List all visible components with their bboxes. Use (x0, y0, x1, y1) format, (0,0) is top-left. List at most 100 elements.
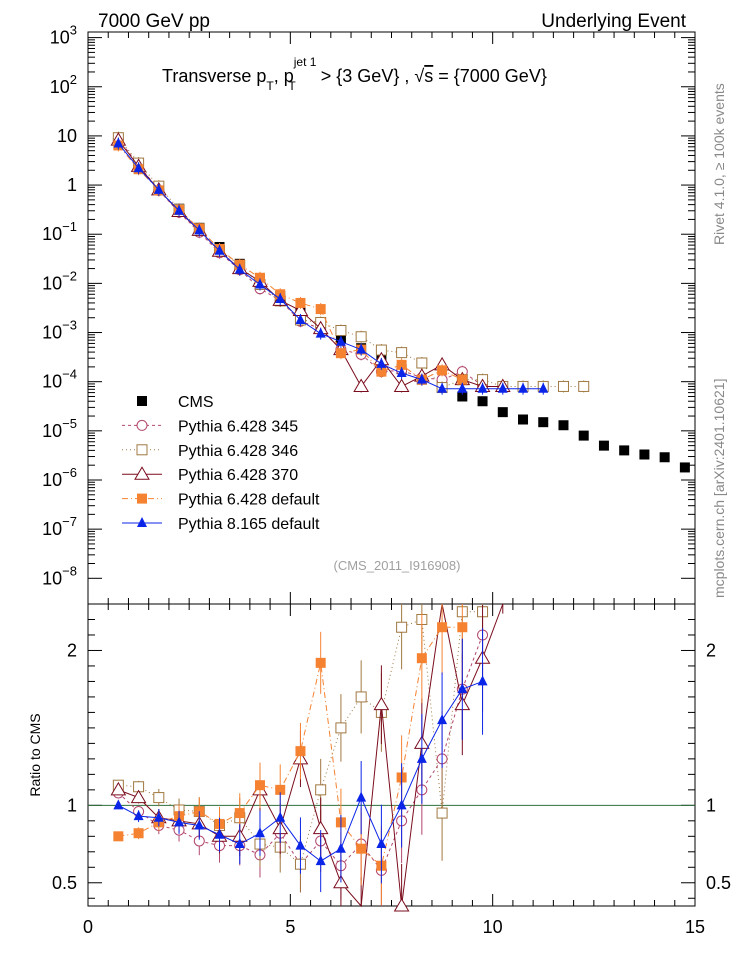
ratio-point (356, 791, 367, 802)
ratio-series (110, 603, 504, 912)
data-point (254, 272, 265, 283)
legend-label: Pythia 6.428 370 (178, 467, 298, 484)
series-pythia-6-428-default (113, 139, 468, 386)
ratio-point (416, 752, 427, 763)
data-point (497, 407, 508, 418)
data-point (557, 380, 569, 392)
data-point (619, 445, 630, 456)
data-point (295, 313, 306, 324)
legend-item: Pythia 6.428 345 (122, 418, 298, 435)
data-point (356, 343, 367, 354)
data-point (396, 359, 407, 370)
ratio-point (275, 784, 286, 795)
data-point (457, 382, 468, 393)
data-point (214, 244, 225, 255)
data-point (416, 373, 427, 384)
y-tick-label: 10−4 (42, 367, 77, 392)
data-point (639, 449, 650, 460)
data-point (153, 183, 164, 194)
ratio-point (315, 784, 327, 796)
legend-marker (137, 493, 147, 504)
legend-label: Pythia 6.428 345 (178, 418, 298, 435)
data-point (355, 331, 367, 343)
data-point (578, 430, 589, 441)
data-point (315, 327, 326, 338)
ratio-point (356, 843, 367, 854)
ratio-point (174, 816, 185, 827)
ratio-point (416, 653, 427, 664)
ratio-tick-label: 0.5 (52, 873, 77, 893)
legend-item: Pythia 6.428 370 (122, 466, 298, 484)
data-point (558, 420, 569, 431)
x-tick-label: 5 (285, 917, 295, 937)
x-tick-label: 15 (685, 917, 705, 937)
data-point (396, 367, 407, 378)
legend: CMS Pythia 6.428 345 Pythia 6.428 346 Pythi… (122, 394, 320, 533)
ratio-frame (87, 603, 696, 907)
ratio-point (315, 855, 326, 866)
legend-marker (134, 466, 150, 480)
ratio-tick-label-right: 1 (706, 795, 716, 815)
ratio-point (396, 799, 407, 810)
ratio-point (457, 683, 468, 694)
legend-label: Pythia 6.428 default (178, 492, 320, 509)
y-tick-label: 10−8 (42, 563, 77, 588)
ratio-point (133, 828, 144, 839)
ratio-point (194, 819, 205, 830)
ratio-point (376, 838, 387, 849)
ratio-point (113, 831, 124, 842)
main-series (110, 131, 690, 473)
y-tick-label: 10−6 (42, 465, 77, 490)
y-tick-label: 10−1 (42, 219, 77, 244)
ratio-point (254, 780, 265, 791)
data-point (396, 347, 408, 359)
data-point (133, 162, 144, 173)
ratio-point (335, 842, 346, 853)
y-tick-label: 10−2 (42, 268, 77, 293)
series-line (117, 143, 544, 390)
ratio-point (153, 811, 164, 822)
data-point (457, 391, 468, 402)
series-line (117, 139, 503, 388)
ratio-point (396, 621, 408, 633)
legend-label: Pythia 6.428 346 (178, 443, 298, 460)
series-pythia-6-428-345 (112, 133, 489, 392)
ratio-point (275, 811, 286, 822)
data-point (437, 382, 448, 393)
legend-label: CMS (178, 394, 214, 411)
data-point (234, 263, 245, 274)
legend-item: Pythia 6.428 346 (122, 443, 298, 460)
ratio-point (295, 746, 306, 757)
series-line (117, 139, 483, 386)
legend-marker (137, 517, 147, 527)
rivet-label: Rivet 4.1.0, ≥ 100k events (711, 83, 727, 245)
legend-label: Pythia 8.165 default (178, 516, 320, 533)
ratio-point (355, 691, 367, 703)
ratio-point (335, 722, 347, 734)
ratio-tick-label: 1 (67, 795, 77, 815)
data-point (598, 440, 609, 451)
data-point (113, 137, 124, 148)
ratio-point (214, 828, 225, 839)
data-point (659, 452, 670, 463)
y-tick-label: 10 (57, 126, 77, 146)
legend-item: CMS (137, 394, 214, 411)
ratio-tick-label-right: 0.5 (706, 873, 731, 893)
data-point (353, 378, 370, 392)
ratio-point (393, 898, 410, 912)
data-point (578, 380, 590, 392)
data-point (518, 414, 529, 425)
ratio-point (234, 838, 245, 849)
y-tick-label: 10−7 (42, 514, 77, 539)
x-tick-label: 10 (483, 917, 503, 937)
data-point (254, 278, 265, 289)
data-point (518, 382, 529, 393)
ratio-point (436, 807, 448, 819)
ratio-point (153, 792, 165, 804)
data-point (335, 348, 346, 359)
series-pythia-8-165-default (113, 137, 549, 395)
data-point (335, 335, 346, 346)
data-point (497, 382, 508, 393)
data-point (538, 382, 549, 393)
